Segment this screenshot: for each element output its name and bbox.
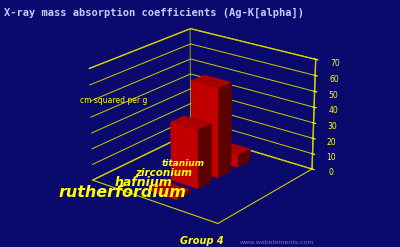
Text: X-ray mass absorption coefficients (Ag-K[alpha]): X-ray mass absorption coefficients (Ag-K… bbox=[4, 7, 304, 18]
